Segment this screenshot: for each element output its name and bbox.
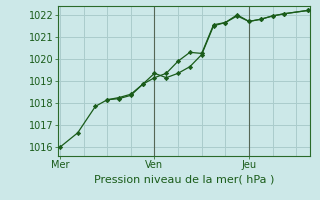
X-axis label: Pression niveau de la mer( hPa ): Pression niveau de la mer( hPa )	[94, 174, 274, 184]
